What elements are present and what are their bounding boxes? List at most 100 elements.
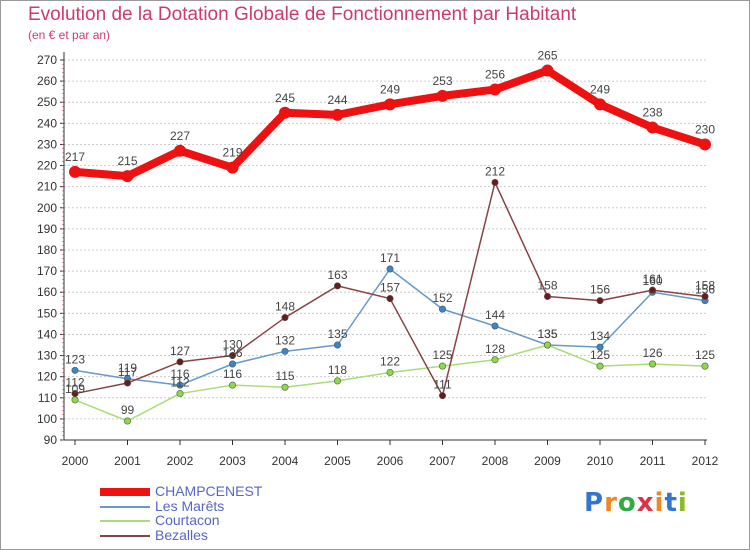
x-tick-label: 2000 [62, 454, 89, 468]
legend-label: Courtacon [155, 512, 220, 528]
logo-letter: P [584, 488, 605, 518]
data-label: 249 [380, 82, 400, 96]
data-point [124, 379, 132, 387]
legend: CHAMPCENEST Les Marêts Courtacon Bezalles [100, 483, 340, 544]
data-point [121, 170, 134, 183]
data-point [226, 161, 239, 174]
chart-title: Evolution de la Dotation Globale de Fonc… [28, 4, 577, 25]
data-point [176, 358, 184, 366]
data-point [491, 178, 499, 186]
y-tick-label: 170 [37, 264, 57, 278]
data-label: 219 [222, 146, 242, 160]
data-point [71, 366, 79, 374]
data-label: 111 [433, 378, 452, 392]
data-point [71, 396, 79, 404]
logo-letter: t [664, 488, 678, 518]
data-label: 157 [380, 281, 400, 295]
data-point [281, 347, 289, 355]
data-label: 135 [327, 327, 347, 341]
legend-label: CHAMPCENEST [155, 483, 263, 499]
x-tick-label: 2007 [429, 454, 456, 468]
data-label: 244 [327, 93, 347, 107]
x-tick-label: 2002 [167, 454, 194, 468]
data-label: 135 [537, 327, 557, 341]
data-point [176, 381, 184, 389]
y-tick-label: 180 [37, 243, 57, 257]
legend-label: Bezalles [155, 526, 208, 543]
data-label: 215 [117, 154, 137, 168]
data-point [543, 341, 551, 349]
data-label: 144 [485, 308, 505, 322]
data-point [491, 356, 499, 364]
data-point [438, 305, 446, 313]
x-tick-label: 2011 [640, 454, 666, 468]
data-point [386, 265, 394, 273]
data-label: 160 [642, 274, 662, 288]
data-point [543, 292, 551, 300]
data-label: 245 [275, 91, 295, 105]
x-tick-label: 2005 [324, 454, 351, 468]
legend-item: Bezalles [100, 526, 340, 544]
data-label: 112 [65, 376, 84, 390]
y-tick-label: 110 [38, 391, 57, 405]
data-label: 125 [695, 348, 715, 362]
data-point [541, 64, 554, 77]
legend-swatch [100, 488, 150, 497]
data-point [438, 362, 446, 370]
data-label: 125 [590, 348, 610, 362]
data-point [436, 89, 449, 102]
data-label: 253 [432, 74, 452, 88]
logo-letter: i [654, 488, 665, 518]
data-label: 116 [223, 367, 242, 381]
x-tick-label: 2004 [272, 454, 299, 468]
data-point [71, 390, 79, 398]
data-point [384, 98, 396, 111]
legend-item: Courtacon [100, 512, 340, 529]
data-label: 126 [222, 346, 242, 360]
data-label: 163 [327, 268, 347, 282]
y-tick-label: 140 [37, 327, 57, 341]
y-tick-label: 160 [37, 285, 57, 299]
data-point [69, 165, 81, 178]
x-tick-label: 2001 [114, 454, 141, 468]
data-point [229, 352, 237, 360]
data-label: 127 [170, 344, 190, 358]
data-point [491, 322, 499, 330]
legend-item: CHAMPCENEST [100, 483, 340, 500]
data-label: 171 [380, 251, 400, 265]
y-tick-label: 150 [37, 306, 57, 320]
y-tick-label: 90 [44, 433, 58, 447]
data-point [648, 360, 656, 368]
x-tick-label: 2003 [219, 454, 246, 468]
data-point [701, 362, 709, 370]
x-tick-label: 2008 [482, 454, 509, 468]
logo-letter: r [604, 488, 618, 518]
data-point [699, 138, 711, 151]
data-label: 122 [380, 354, 400, 368]
data-label: 134 [590, 329, 610, 343]
x-tick-label: 2010 [587, 454, 614, 468]
x-tick-label: 2012 [692, 454, 719, 468]
legend-label: Les Marêts [155, 497, 225, 514]
data-point [596, 343, 604, 351]
data-label: 161 [642, 272, 662, 286]
data-label: 230 [695, 122, 715, 136]
data-label: 249 [590, 82, 610, 96]
data-point [281, 383, 289, 391]
legend-swatch [100, 505, 150, 508]
data-label: 135 [537, 327, 557, 341]
y-tick-label: 240 [37, 116, 57, 130]
chart-subtitle: (en € et par an) [28, 28, 111, 42]
data-label: 256 [485, 68, 505, 82]
data-label: 118 [328, 363, 347, 377]
data-label: 123 [65, 352, 85, 366]
data-point [333, 341, 341, 349]
data-point [281, 314, 289, 322]
data-label: 99 [121, 403, 135, 417]
y-tick-label: 200 [37, 201, 57, 215]
logo-letter: i [677, 488, 688, 518]
x-tick-label: 2006 [377, 454, 404, 468]
proxiti-logo: Proxiti [584, 488, 688, 518]
data-label: 130 [222, 338, 242, 352]
legend-swatch [100, 520, 150, 523]
